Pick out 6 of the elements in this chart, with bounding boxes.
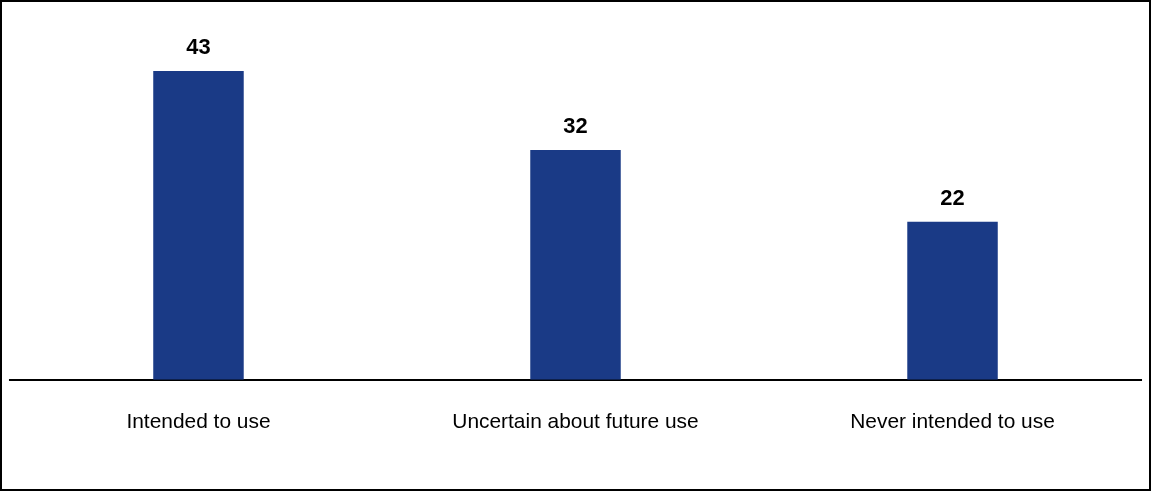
x-tick-label: Intended to use bbox=[126, 408, 271, 432]
data-label: 32 bbox=[563, 113, 588, 139]
data-label: 43 bbox=[186, 34, 211, 60]
data-label: 22 bbox=[940, 184, 965, 210]
x-tick-label: Uncertain about future use bbox=[452, 408, 699, 432]
x-tick-label: Never intended to use bbox=[850, 408, 1055, 432]
